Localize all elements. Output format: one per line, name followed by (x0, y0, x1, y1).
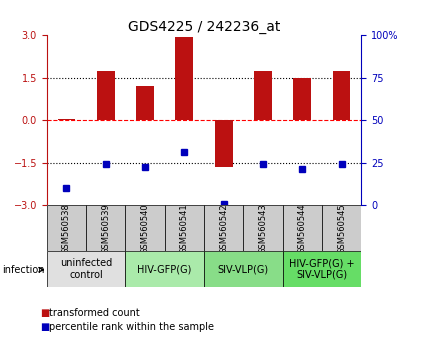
Bar (86, 205, 125, 251)
Bar (243, 205, 283, 251)
Bar (164, 205, 204, 251)
Text: GSM560540: GSM560540 (141, 203, 150, 254)
Text: GSM560539: GSM560539 (101, 203, 110, 254)
Text: GSM560538: GSM560538 (62, 203, 71, 254)
Text: infection: infection (2, 265, 45, 275)
Bar (136, 86, 154, 120)
Text: GSM560545: GSM560545 (337, 203, 346, 254)
Bar (125, 205, 164, 251)
Bar (204, 205, 243, 251)
Bar (57, 119, 75, 120)
Text: SIV-VLP(G): SIV-VLP(G) (218, 264, 269, 274)
Text: GSM560542: GSM560542 (219, 203, 228, 254)
Bar (204, 251, 283, 287)
Text: GSM560543: GSM560543 (258, 203, 267, 254)
Bar (254, 71, 272, 120)
Text: transformed count: transformed count (49, 308, 140, 318)
Bar (293, 78, 311, 120)
Bar (47, 205, 86, 251)
Text: ■: ■ (40, 308, 50, 318)
Bar (283, 205, 322, 251)
Bar (215, 120, 232, 167)
Bar (176, 37, 193, 120)
Text: GSM560544: GSM560544 (298, 203, 307, 254)
Text: uninfected
control: uninfected control (60, 258, 112, 280)
Bar (97, 71, 115, 120)
Bar (125, 251, 204, 287)
Text: GSM560541: GSM560541 (180, 203, 189, 254)
Title: GDS4225 / 242236_at: GDS4225 / 242236_at (128, 21, 280, 34)
Text: HIV-GFP(G) +
SIV-VLP(G): HIV-GFP(G) + SIV-VLP(G) (289, 258, 355, 280)
Bar (322, 205, 361, 251)
Bar (47, 251, 125, 287)
Text: percentile rank within the sample: percentile rank within the sample (49, 322, 214, 332)
Text: ■: ■ (40, 322, 50, 332)
Bar (283, 251, 361, 287)
Bar (333, 71, 351, 120)
Text: HIV-GFP(G): HIV-GFP(G) (138, 264, 192, 274)
